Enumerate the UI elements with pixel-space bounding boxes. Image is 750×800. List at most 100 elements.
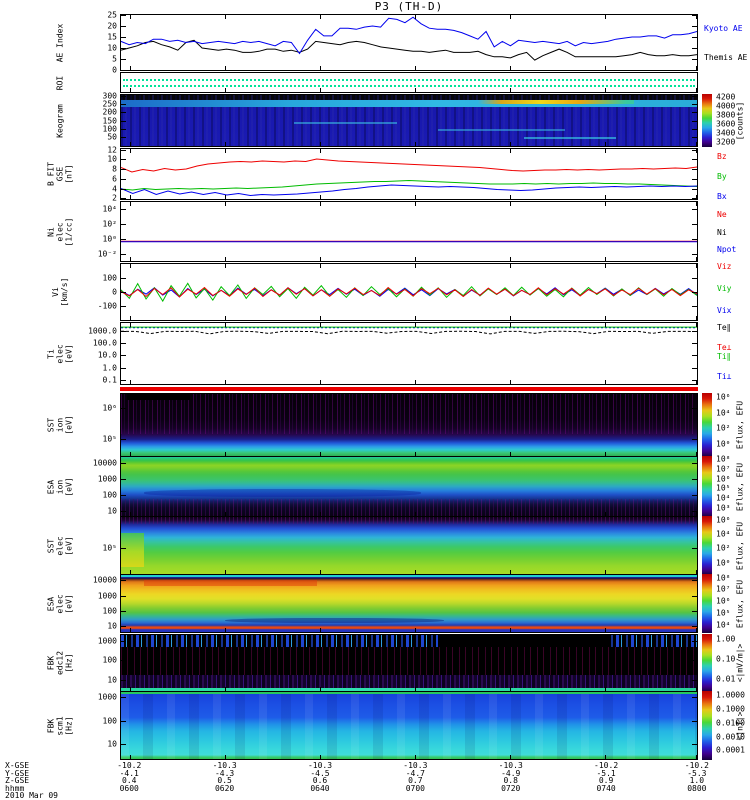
colorbar-unit-label: Eflux, EFU: [735, 400, 745, 450]
y-tick-label: 1000: [97, 692, 117, 702]
x-tick-mark: [510, 202, 512, 206]
x-tick-mark: [695, 142, 697, 146]
colorbar-tick-label: 4200: [716, 92, 736, 102]
density-line-chart: [121, 202, 697, 261]
trace-label: Ti⊥: [717, 372, 732, 381]
y-tick-mark: [692, 59, 697, 60]
keogram-streak: [524, 136, 617, 139]
x-tick-mark: [605, 195, 607, 199]
y-tick-mark: [692, 120, 697, 122]
y-tick-mark: [121, 179, 126, 180]
roi-axis-label: ROI: [55, 75, 65, 90]
x-tick-mark: [130, 149, 132, 153]
keogram-auroral-band: [121, 99, 697, 107]
panel-keogram: Keogram 300 250 200 150 100 50: [56, 92, 698, 147]
x-tick-mark: [510, 452, 512, 456]
y-tick-mark: [692, 103, 697, 105]
x-tick-mark: [510, 149, 512, 153]
x-tick-mark: [320, 66, 322, 70]
x-tick-mark: [695, 257, 697, 261]
x-tick-mark: [695, 628, 697, 632]
x-tick-mark: [695, 66, 697, 70]
y-tick-mark: [692, 179, 697, 180]
y-tick-label: 10000: [92, 575, 117, 585]
axis-row-value: 0640: [310, 783, 330, 793]
trace-label: Viz: [717, 262, 732, 271]
colorbar-tick-label: 0.0010: [716, 732, 745, 742]
axis-row-value: -10.3: [307, 761, 333, 770]
y-tick-label: 1000: [97, 636, 117, 646]
y-tick-label: 10⁵: [102, 543, 117, 553]
y-tick-mark: [692, 495, 697, 497]
x-tick-mark: [225, 570, 227, 574]
x-tick-mark: [415, 195, 417, 199]
y-tick-mark: [692, 511, 697, 513]
y-tick-label: 250: [102, 99, 117, 109]
y-tick-label: 5: [112, 54, 117, 64]
y-tick-mark: [692, 330, 697, 332]
fbk-edc12-burst-band: [121, 635, 697, 648]
colorbar-tick-label: 10²: [716, 543, 731, 553]
y-tick-mark: [692, 224, 697, 226]
colorbar-tick-label: 10³: [716, 503, 731, 513]
x-tick-mark: [605, 452, 607, 456]
velocity-line-chart: [121, 264, 697, 320]
y-tick-label: 10: [107, 621, 117, 631]
x-tick-mark: [225, 512, 227, 516]
panel-esa-electron-spectrogram: ESA elec [eV] 10000 1000 100 10: [47, 574, 698, 633]
y-tick-mark: [692, 70, 697, 71]
fbk-scm1-spectrogram: [121, 692, 697, 759]
x-tick-mark: [605, 202, 607, 206]
y-tick-mark: [692, 238, 697, 240]
y-tick-mark: [692, 292, 697, 293]
y-tick-label: 300: [102, 91, 117, 101]
x-tick-mark: [130, 142, 132, 146]
sst-ion-streak-texture: [121, 394, 697, 434]
bfit-axis-label: B FIT GSE [nT]: [46, 161, 74, 187]
axis-row-value: 0700: [405, 783, 425, 793]
keogram-streak: [293, 121, 398, 124]
trace-label: Ti∥: [717, 352, 731, 361]
y-tick-label: 100: [102, 124, 117, 134]
y-tick-mark: [692, 111, 697, 113]
colorbar-tick-label: 10⁷: [716, 464, 731, 474]
ae-line-chart: [121, 15, 697, 70]
x-tick-mark: [130, 380, 132, 384]
y-tick-mark: [121, 407, 126, 409]
colorbar-fbk-electric: 1.00 0.10 0.01 <|mV/m|>: [702, 634, 745, 692]
colorbar-tick-label: 10⁰: [716, 439, 731, 449]
colorbar-esa-ion: 10⁸ 10⁷ 10⁶ 10⁵ 10⁴ 10³ Eflux, EFU: [702, 455, 745, 517]
x-tick-mark: [415, 755, 417, 759]
axis-row-label: Y-GSE: [5, 768, 30, 778]
axis-row-label: hhmm: [5, 783, 25, 793]
x-tick-mark: [225, 628, 227, 632]
y-tick-mark: [692, 640, 697, 642]
y-tick-mark: [121, 209, 126, 211]
colorbar-tick-label: 0.10: [716, 654, 736, 664]
x-tick-mark: [320, 570, 322, 574]
y-tick-mark: [692, 278, 697, 279]
x-tick-mark: [415, 570, 417, 574]
x-tick-mark: [225, 195, 227, 199]
x-tick-mark: [695, 149, 697, 153]
axis-row-value: 0600: [119, 783, 139, 793]
y-tick-mark: [692, 595, 697, 597]
fbk-edc12-low-texture: [121, 675, 697, 688]
x-tick-mark: [415, 452, 417, 456]
y-tick-mark: [121, 278, 126, 279]
x-tick-mark: [510, 570, 512, 574]
y-tick-mark: [692, 407, 697, 409]
axis-row-value: 0.5: [217, 776, 232, 786]
sst-elec-axis-label: SST elec [eV]: [46, 535, 74, 556]
fbk-edc12-quiet-gap: [437, 635, 611, 648]
x-tick-mark: [320, 257, 322, 261]
x-tick-mark: [225, 452, 227, 456]
y-tick-mark: [121, 37, 126, 38]
colorbar-tick-label: 10⁴: [716, 408, 731, 418]
y-tick-mark: [692, 209, 697, 211]
y-tick-mark: [121, 70, 126, 71]
colorbar-tick-label: 10⁴: [716, 620, 731, 630]
y-tick-label: 25: [107, 10, 117, 20]
keogram-axis-label: Keogram: [55, 103, 65, 138]
axis-row-value: 0720: [501, 783, 521, 793]
